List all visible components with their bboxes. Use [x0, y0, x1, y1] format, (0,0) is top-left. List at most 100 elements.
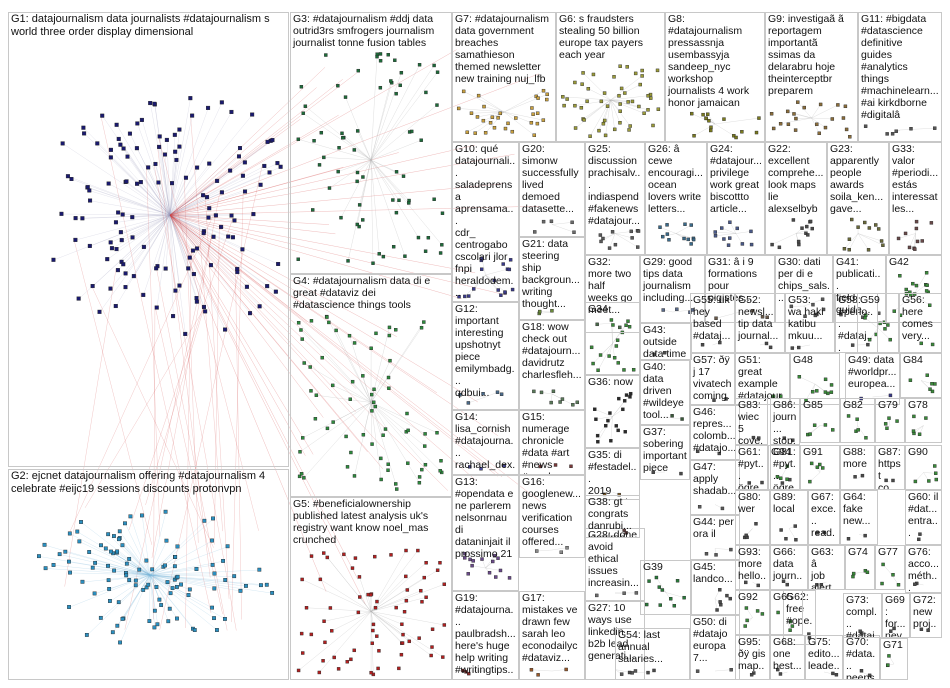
edge [53, 214, 171, 261]
node [919, 627, 924, 631]
node [823, 423, 828, 427]
group-label: G56: here comes very... [902, 294, 933, 342]
node [370, 409, 374, 413]
edge [39, 556, 151, 576]
node [894, 129, 898, 133]
group-box-g63: G63: â job alert... [808, 545, 845, 590]
edge [117, 552, 151, 576]
node [820, 297, 825, 302]
group-label: G16: googlenew... news verification cour… [522, 476, 581, 548]
group-label: G80: wer [738, 491, 761, 515]
node [760, 315, 765, 319]
edge [169, 214, 212, 266]
node [749, 672, 754, 677]
node [270, 138, 275, 143]
group-label: G12: important interesting upshotnyt pie… [455, 303, 515, 399]
node [372, 387, 376, 392]
edge [370, 65, 435, 161]
edge [370, 402, 425, 447]
node [232, 218, 237, 223]
node [847, 237, 852, 241]
node [377, 252, 381, 256]
group-label: G33: valor #periodi... estás interessat … [892, 143, 939, 215]
group-box-g5: G5: #beneficialownership published lates… [290, 497, 452, 680]
edge [169, 118, 301, 216]
node [229, 109, 234, 114]
node [357, 224, 361, 229]
edge [923, 472, 936, 474]
node [369, 392, 374, 397]
node [146, 165, 151, 170]
node [77, 539, 82, 544]
node [309, 554, 314, 558]
node [779, 528, 783, 532]
group-label: G72: new proj... out... [913, 594, 937, 638]
node [232, 574, 237, 579]
edge [169, 180, 218, 216]
edge [126, 573, 151, 576]
node [203, 309, 208, 314]
group-box-g73: G73: compl... #dataj... [843, 593, 882, 638]
node [603, 424, 608, 428]
node [867, 673, 872, 678]
node [344, 434, 348, 439]
node [458, 393, 462, 397]
node [771, 394, 776, 398]
node [115, 549, 120, 554]
node [355, 170, 360, 175]
edge [721, 227, 737, 234]
node [888, 393, 893, 398]
group-label: G7: #datajournalism data government brea… [455, 13, 549, 85]
node [616, 361, 620, 365]
node [624, 531, 628, 535]
group-box-g53: G53: wa haki katibu mkuu... [785, 293, 835, 353]
edge [153, 162, 237, 631]
node [422, 444, 427, 448]
group-label: G86: journ... stop... [773, 399, 797, 445]
edge [370, 570, 438, 612]
node [881, 243, 885, 247]
edge [370, 402, 384, 436]
node [407, 639, 411, 644]
node [152, 625, 157, 630]
node [152, 101, 157, 106]
node [617, 492, 621, 497]
edge [675, 233, 694, 239]
group-label: G30: dati per di e chips_sals... [778, 256, 830, 304]
node [230, 235, 235, 240]
node [644, 602, 649, 607]
node [492, 278, 496, 283]
edge [562, 96, 611, 101]
group-label: G13: #opendata e ne parlerem nelsonrnau … [455, 476, 514, 560]
node [257, 304, 262, 309]
node [155, 622, 160, 627]
edge [149, 574, 215, 619]
node [442, 582, 447, 586]
node [105, 257, 110, 262]
edge [357, 159, 372, 173]
node [851, 574, 855, 579]
node [617, 94, 621, 98]
node [416, 235, 421, 240]
node [435, 103, 439, 107]
node [371, 628, 375, 633]
node [114, 122, 119, 127]
node [683, 222, 687, 226]
group-label: G95: ðÿ gis map... [738, 636, 766, 680]
node [596, 368, 600, 372]
edge [185, 248, 192, 629]
node [469, 111, 474, 115]
edge [149, 574, 171, 610]
node [361, 374, 365, 378]
edge [849, 233, 859, 250]
group-box-g52: G52: newsl... tip data journal... [735, 293, 785, 353]
node [387, 333, 392, 338]
node [806, 233, 810, 237]
edge [90, 284, 214, 548]
node [777, 245, 782, 250]
edge [913, 293, 930, 306]
node [624, 323, 628, 327]
node [309, 319, 314, 323]
node [591, 361, 595, 366]
